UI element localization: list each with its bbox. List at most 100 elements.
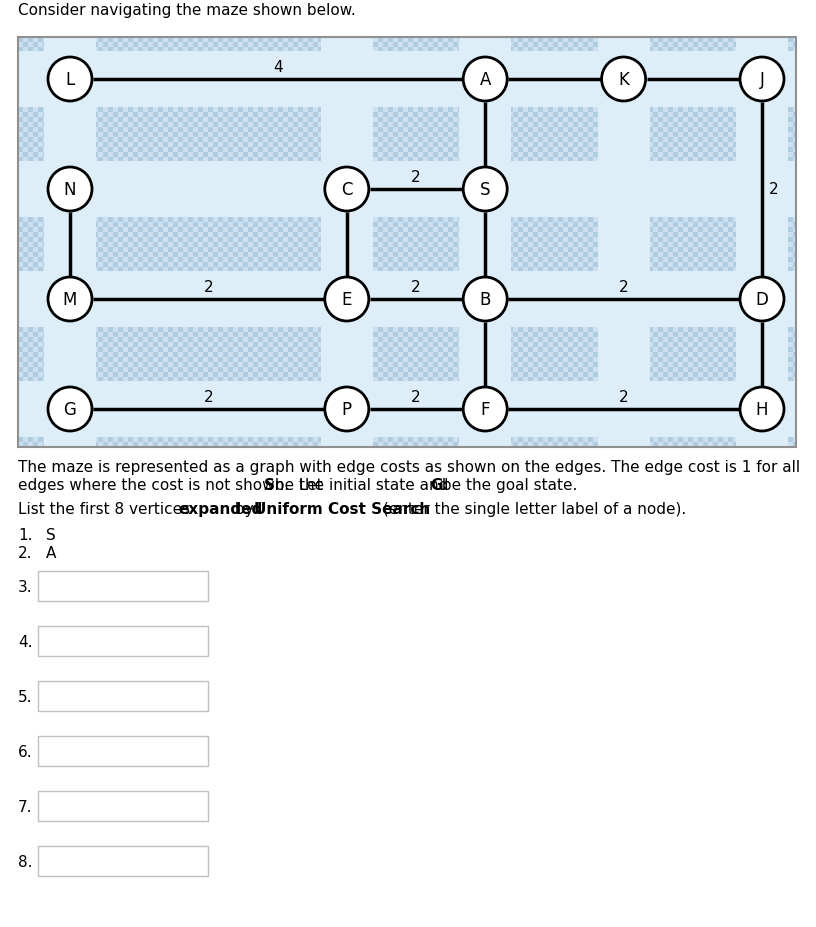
Bar	[188, 377, 193, 383]
Bar	[793, 438, 796, 442]
Bar	[388, 123, 393, 128]
Bar	[203, 373, 208, 377]
Bar	[23, 337, 28, 343]
Bar	[273, 208, 278, 213]
Bar	[388, 88, 393, 93]
Bar	[693, 183, 698, 188]
Bar	[128, 208, 133, 213]
Bar	[733, 392, 738, 398]
Bar	[623, 178, 628, 183]
Bar	[438, 218, 443, 222]
Bar	[28, 293, 33, 298]
Bar	[778, 258, 783, 262]
Bar	[233, 158, 238, 163]
Bar	[493, 423, 498, 427]
Bar	[463, 128, 468, 133]
Bar	[103, 283, 108, 287]
Bar	[398, 228, 403, 233]
Bar	[553, 48, 558, 53]
Bar	[193, 423, 198, 427]
Bar	[33, 188, 38, 193]
Circle shape	[48, 168, 92, 211]
Bar	[308, 78, 313, 83]
Bar	[63, 243, 68, 248]
Bar	[363, 228, 368, 233]
Bar	[633, 358, 638, 362]
Bar	[448, 193, 453, 197]
Bar	[173, 268, 178, 273]
Bar	[348, 57, 353, 63]
Bar	[53, 163, 58, 168]
Bar	[53, 398, 58, 402]
Bar	[133, 208, 138, 213]
Bar	[323, 108, 328, 113]
Bar	[588, 38, 593, 43]
Bar	[743, 203, 748, 208]
Bar	[103, 43, 108, 48]
Bar	[168, 298, 173, 303]
Bar	[463, 383, 468, 387]
Bar	[533, 327, 538, 333]
Bar	[153, 188, 158, 193]
Bar	[473, 63, 478, 68]
Bar	[118, 387, 123, 392]
Bar	[108, 402, 113, 408]
Bar	[363, 203, 368, 208]
Bar	[138, 442, 143, 448]
Bar	[613, 213, 618, 218]
Bar	[468, 118, 473, 123]
Bar	[678, 337, 683, 343]
Bar	[98, 188, 103, 193]
Bar	[303, 398, 308, 402]
Bar	[718, 368, 723, 373]
Bar	[683, 348, 688, 352]
Bar	[338, 178, 343, 183]
Bar	[473, 43, 478, 48]
Bar	[513, 318, 518, 323]
Bar	[283, 318, 288, 323]
Bar	[558, 197, 563, 203]
Bar	[303, 233, 308, 237]
Bar	[48, 193, 53, 197]
Bar	[563, 103, 568, 108]
Bar	[748, 368, 753, 373]
Bar	[438, 123, 443, 128]
Bar	[28, 318, 33, 323]
Bar	[468, 143, 473, 147]
Bar	[638, 98, 643, 103]
Bar	[408, 188, 413, 193]
Bar	[438, 358, 443, 362]
Bar	[238, 138, 243, 143]
Bar	[623, 53, 628, 57]
Bar	[613, 348, 618, 352]
Bar	[533, 283, 538, 287]
Bar	[578, 383, 583, 387]
Bar	[558, 283, 563, 287]
Bar	[623, 38, 628, 43]
Bar	[493, 178, 498, 183]
Bar	[328, 383, 333, 387]
Bar	[628, 373, 633, 377]
Bar	[58, 298, 63, 303]
Bar	[523, 123, 528, 128]
Bar	[323, 417, 328, 423]
Bar	[108, 352, 113, 358]
Bar	[198, 392, 203, 398]
Bar	[58, 442, 63, 448]
Bar	[663, 283, 668, 287]
Bar	[188, 283, 193, 287]
Bar	[558, 147, 563, 153]
Bar	[98, 337, 103, 343]
Bar	[433, 138, 438, 143]
Circle shape	[48, 57, 92, 102]
Bar	[553, 193, 558, 197]
Bar	[373, 278, 378, 283]
Bar	[73, 308, 78, 312]
Bar	[248, 57, 253, 63]
Bar	[788, 438, 793, 442]
Bar	[218, 233, 223, 237]
Bar	[488, 343, 493, 348]
Bar	[303, 63, 308, 68]
Bar	[83, 118, 88, 123]
Bar	[68, 333, 73, 337]
